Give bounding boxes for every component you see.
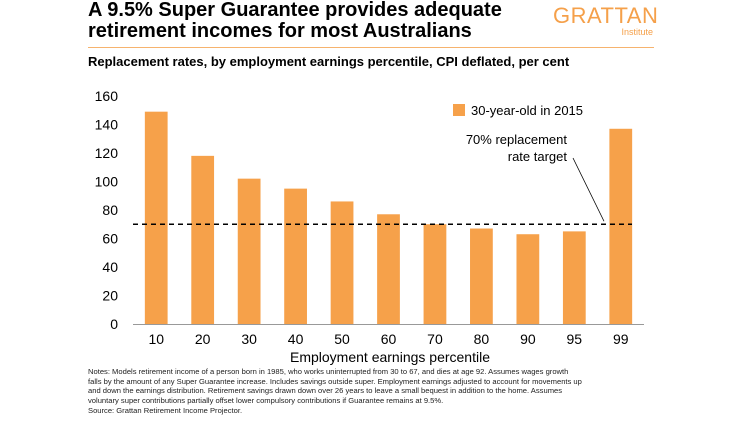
notes-line-4: voluntary super contributions partially …: [88, 396, 444, 406]
bar-60: [377, 214, 400, 324]
x-tick-label: 60: [381, 331, 397, 347]
target-label-line-2: rate target: [508, 149, 568, 164]
notes-source: Source: Grattan Retirement Income Projec…: [88, 405, 243, 415]
y-tick-label: 20: [102, 288, 118, 304]
x-tick-label: 90: [520, 331, 536, 347]
chart-title-line-2: retirement incomes for most Australians: [88, 20, 472, 42]
legend-swatch: [453, 104, 465, 116]
x-tick-label: 10: [148, 331, 164, 347]
notes-line-1: Notes: Models retirement income of a per…: [88, 367, 569, 376]
bar-50: [330, 201, 354, 324]
x-tick-label: 30: [241, 331, 257, 347]
x-tick-label: 50: [334, 331, 350, 347]
title-divider: [88, 47, 654, 48]
chart-title-line-1: A 9.5% Super Guarantee provides adequate: [88, 0, 502, 21]
bar-70: [423, 224, 447, 324]
y-tick-label: 60: [102, 231, 118, 247]
logo-subtitle: Institute: [621, 27, 653, 37]
bar-99: [609, 128, 633, 324]
notes-line-2: falls by the amount of any Super Guarant…: [88, 376, 582, 386]
bar-95: [562, 231, 586, 324]
y-tick-label: 40: [102, 259, 118, 275]
x-tick-label: 40: [288, 331, 304, 347]
notes-line-3: and down the earnings distribution. Reti…: [88, 386, 563, 396]
y-tick-label: 160: [95, 88, 119, 104]
y-tick-label: 140: [95, 117, 119, 133]
bar-10: [144, 111, 168, 324]
y-tick-label: 120: [95, 145, 119, 161]
target-label-pointer: [572, 157, 605, 222]
x-tick-label: 70: [427, 331, 443, 347]
y-tick-label: 100: [95, 174, 119, 190]
y-tick-label: 80: [102, 202, 118, 218]
bar-20: [191, 155, 215, 324]
notes: Notes: Models retirement income of a per…: [88, 367, 658, 416]
grattan-logo: GRATTAN Institute: [553, 3, 659, 37]
chart-subtitle: Replacement rates, by employment earning…: [88, 54, 570, 69]
legend-label: 30-year-old in 2015: [471, 103, 583, 118]
x-tick-label: 80: [474, 331, 490, 347]
x-tick-label: 20: [195, 331, 211, 347]
y-tick-label: 0: [110, 316, 118, 332]
x-axis-title: Employment earnings percentile: [290, 349, 490, 365]
bar-40: [284, 188, 307, 324]
bar-90: [516, 234, 540, 324]
bar-80: [470, 228, 493, 324]
logo-name: GRATTAN: [553, 3, 659, 28]
bar-30: [237, 178, 261, 324]
chart-title: A 9.5% Super Guarantee provides adequate…: [88, 0, 588, 42]
target-label-line-1: 70% replacement: [466, 132, 568, 147]
x-tick-label: 95: [567, 331, 583, 347]
x-tick-label: 99: [613, 331, 629, 347]
